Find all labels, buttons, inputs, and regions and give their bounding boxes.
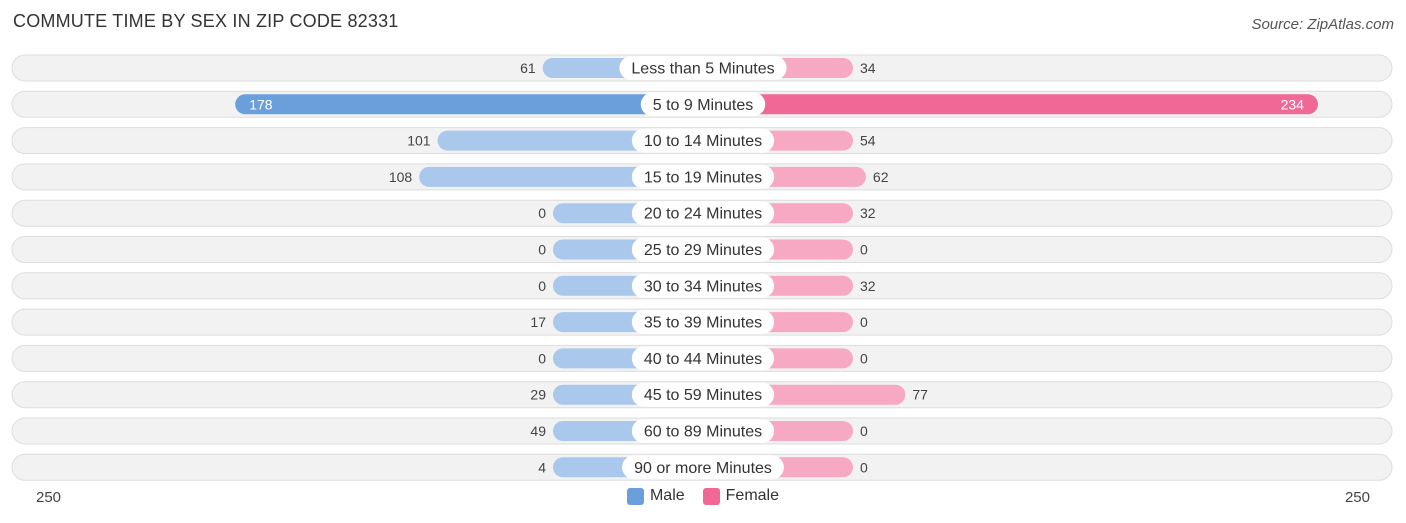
bar-male [235,94,703,115]
value-label-female: 0 [860,314,868,330]
chart-row: 45 to 59 Minutes 29 77 [11,381,1393,409]
chart-row: 40 to 44 Minutes 0 0 [11,344,1393,372]
category-label-pill [631,310,775,335]
chart-row: 90 or more Minutes 4 0 [11,453,1393,481]
value-label-female: 77 [912,387,928,403]
value-label-female: 0 [860,423,868,439]
chart-row: 30 to 34 Minutes 0 32 [11,272,1393,300]
value-label-female: 54 [860,133,876,149]
category-label: 35 to 39 Minutes [644,315,762,332]
category-label: 20 to 24 Minutes [644,206,762,223]
category-label-pill [631,237,775,262]
legend-swatch-male [626,487,644,505]
legend-item-male: Male [626,487,685,505]
category-label: 30 to 34 Minutes [644,278,762,295]
value-label-male: 61 [520,60,536,76]
value-label-female: 0 [860,242,868,258]
value-label-female: 234 [1281,96,1305,112]
bar-male [419,166,703,187]
value-label-female: 0 [860,459,868,475]
value-label-female: 32 [860,278,876,294]
category-label: 15 to 19 Minutes [644,169,762,186]
value-label-male: 108 [389,169,413,185]
axis-left-label: 250 [36,489,62,506]
chart-row: 5 to 9 Minutes 178 234 [11,90,1393,118]
value-label-male: 17 [530,314,546,330]
category-label-pill [631,382,775,407]
chart-row: 15 to 19 Minutes 108 62 [11,163,1393,191]
value-label-male: 29 [530,387,546,403]
category-label: 60 to 89 Minutes [644,424,762,441]
category-label-pill [631,346,775,371]
value-label-male: 0 [538,350,546,366]
category-label: 25 to 29 Minutes [644,242,762,259]
chart-row: 35 to 39 Minutes 17 0 [11,308,1393,336]
value-label-female: 62 [873,169,889,185]
legend-label-male: Male [649,487,685,504]
chart-row: 25 to 29 Minutes 0 0 [11,236,1393,263]
value-label-female: 34 [860,60,876,76]
category-label-pill [631,201,775,226]
value-label-male: 4 [538,459,546,475]
legend-label-female: Female [725,487,780,504]
source-credit: Source: ZipAtlas.com [1251,16,1394,33]
category-label: 90 or more Minutes [634,460,772,477]
value-label-male: 0 [538,278,546,294]
chart-row: Less than 5 Minutes 61 34 [11,54,1393,82]
chart-row: 10 to 14 Minutes 101 54 [11,127,1393,155]
value-label-male: 101 [407,133,431,149]
category-label-pill [631,164,775,189]
bar-female [703,94,1318,115]
category-label-pill [622,455,784,480]
legend-swatch-female [702,487,720,505]
category-label-pill [631,273,775,298]
value-label-male: 0 [538,242,546,258]
value-label-male: 49 [530,423,546,439]
category-label: 45 to 59 Minutes [644,387,762,404]
category-label-pill [631,419,775,443]
category-label: 10 to 14 Minutes [644,133,762,150]
chart-row: 60 to 89 Minutes 49 0 [11,417,1393,445]
chart-title: COMMUTE TIME BY SEX IN ZIP CODE 82331 [13,11,399,31]
value-label-male: 178 [249,96,273,112]
chart-row: 20 to 24 Minutes 0 32 [11,199,1393,227]
legend: Male Female [0,487,1406,505]
category-label: 5 to 9 Minutes [653,97,754,114]
value-label-male: 0 [538,205,546,221]
axis-right-label: 250 [1344,489,1370,506]
legend-item-female: Female [702,487,780,505]
category-label: Less than 5 Minutes [631,61,774,78]
category-label-pill [631,128,775,153]
category-label: 40 to 44 Minutes [644,351,762,368]
category-label-pill [640,92,766,117]
value-label-female: 0 [860,350,868,366]
category-label-pill [619,56,787,80]
value-label-female: 32 [860,205,876,221]
